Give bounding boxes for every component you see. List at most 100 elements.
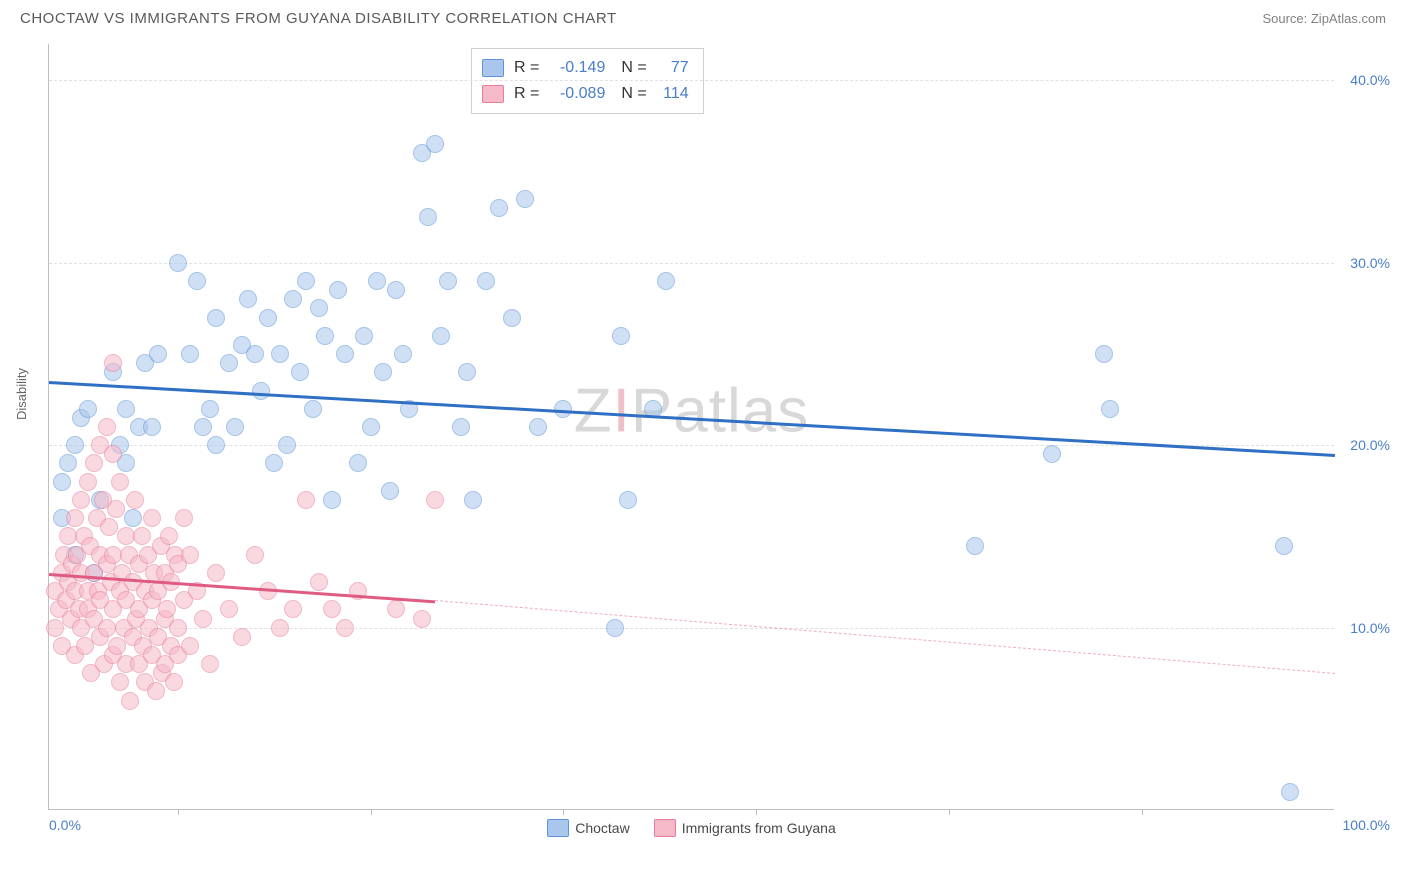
scatter-point [111,673,129,691]
scatter-point [426,491,444,509]
gridline [49,80,1334,81]
scatter-point [297,491,315,509]
scatter-point [284,290,302,308]
scatter-point [323,600,341,618]
scatter-point [72,491,90,509]
n-value: 77 [653,55,689,81]
scatter-point [336,619,354,637]
scatter-point [374,363,392,381]
scatter-point [169,254,187,272]
scatter-point [143,418,161,436]
scatter-point [387,600,405,618]
scatter-point [966,537,984,555]
scatter-point [143,509,161,527]
scatter-point [59,454,77,472]
y-tick-label: 10.0% [1350,620,1390,636]
scatter-point [207,309,225,327]
scatter-point [79,400,97,418]
r-value: -0.089 [545,81,605,107]
source-label: Source: ZipAtlas.com [1262,11,1386,26]
x-tick [756,809,757,815]
scatter-point [316,327,334,345]
scatter-point [252,382,270,400]
y-tick-label: 30.0% [1350,255,1390,271]
x-tick [563,809,564,815]
scatter-point [246,345,264,363]
scatter-point [126,491,144,509]
scatter-point [104,354,122,372]
scatter-point [271,345,289,363]
scatter-point [175,509,193,527]
scatter-point [304,400,322,418]
scatter-point [284,600,302,618]
scatter-point [362,418,380,436]
scatter-point [147,682,165,700]
scatter-point [1101,400,1119,418]
scatter-point [79,473,97,491]
x-tick [178,809,179,815]
scatter-point [246,546,264,564]
trend-line-extension [435,600,1335,674]
scatter-point [387,281,405,299]
scatter-point [336,345,354,363]
scatter-point [226,418,244,436]
scatter-point [297,272,315,290]
scatter-point [188,272,206,290]
scatter-point [439,272,457,290]
scatter-point [1095,345,1113,363]
r-value: -0.149 [545,55,605,81]
scatter-point [207,436,225,454]
scatter-point [149,345,167,363]
scatter-point [464,491,482,509]
scatter-point [66,509,84,527]
scatter-point [169,619,187,637]
scatter-point [98,418,116,436]
y-axis-label: Disability [14,368,29,420]
x-axis-max-label: 100.0% [1343,817,1390,833]
scatter-point [181,637,199,655]
scatter-point [53,473,71,491]
scatter-point [165,673,183,691]
legend-swatch [547,819,569,837]
scatter-point [657,272,675,290]
r-label: R = [514,81,539,107]
scatter-point [194,418,212,436]
scatter-point [259,309,277,327]
scatter-point [107,500,125,518]
scatter-point [201,655,219,673]
scatter-point [329,281,347,299]
scatter-point [133,527,151,545]
legend-label: Immigrants from Guyana [682,820,836,836]
scatter-point [265,454,283,472]
scatter-point [194,610,212,628]
n-value: 114 [653,81,689,107]
scatter-point [181,345,199,363]
scatter-point [458,363,476,381]
scatter-point [432,327,450,345]
scatter-point [278,436,296,454]
scatter-point [220,600,238,618]
scatter-point [181,546,199,564]
scatter-point [349,454,367,472]
n-label: N = [621,55,646,81]
chart-title: CHOCTAW VS IMMIGRANTS FROM GUYANA DISABI… [20,10,617,27]
scatter-point [121,692,139,710]
gridline [49,263,1334,264]
legend-label: Choctaw [575,820,629,836]
legend-swatch [482,59,504,77]
scatter-point [612,327,630,345]
scatter-point [323,491,341,509]
x-tick [371,809,372,815]
scatter-point [66,436,84,454]
n-label: N = [621,81,646,107]
scatter-point [529,418,547,436]
scatter-point [220,354,238,372]
scatter-point [111,473,129,491]
scatter-point [413,610,431,628]
scatter-point [368,272,386,290]
scatter-point [100,518,118,536]
scatter-point [201,400,219,418]
scatter-point [124,509,142,527]
scatter-point [554,400,572,418]
legend-swatch [482,85,504,103]
